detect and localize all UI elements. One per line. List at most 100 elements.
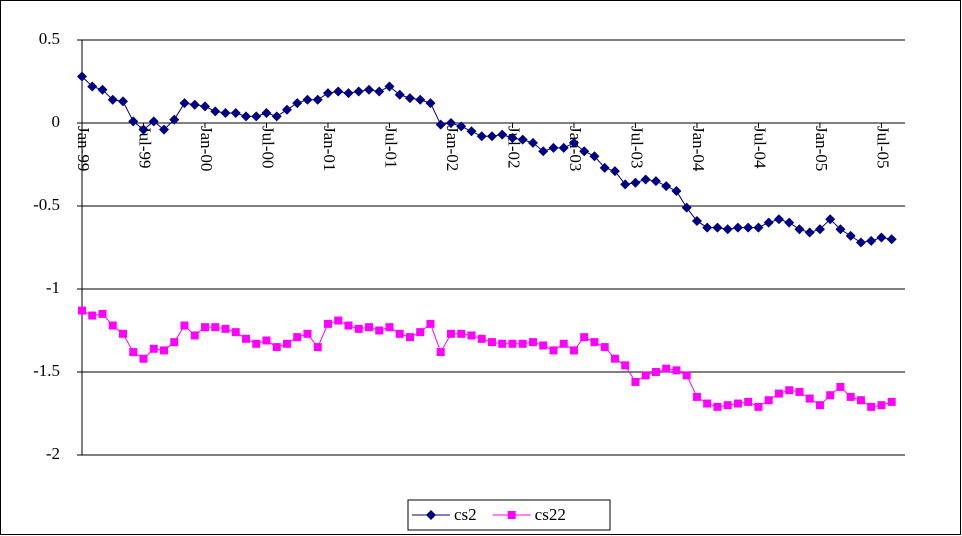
marker [804, 227, 815, 238]
marker [394, 89, 405, 100]
marker [785, 386, 794, 395]
marker [732, 222, 743, 233]
marker [88, 311, 97, 320]
marker [262, 336, 271, 345]
marker [343, 88, 354, 99]
x-tick-label: Jan-05 [812, 126, 831, 171]
x-tick-label: Jan-00 [197, 126, 216, 171]
marker [886, 234, 897, 245]
marker [456, 121, 467, 132]
marker [580, 333, 589, 342]
marker [589, 151, 600, 162]
marker [139, 354, 148, 363]
marker [507, 132, 518, 143]
marker [98, 309, 107, 318]
marker [559, 339, 568, 348]
marker [712, 222, 723, 233]
marker [477, 334, 486, 343]
marker [569, 346, 578, 355]
marker [856, 396, 865, 405]
marker [528, 338, 537, 347]
marker [621, 361, 630, 370]
marker [517, 134, 528, 145]
marker [826, 391, 835, 400]
marker [404, 93, 415, 104]
x-tick-label: Jul-04 [751, 126, 770, 169]
marker [230, 108, 241, 119]
x-tick-label: Jan-03 [566, 126, 585, 171]
marker [620, 179, 631, 190]
marker [467, 331, 476, 340]
x-tick-label: Jul-01 [382, 126, 401, 169]
x-tick-label: Jul-00 [259, 126, 278, 169]
marker [445, 118, 456, 128]
marker [159, 346, 168, 355]
marker [498, 339, 507, 348]
marker [117, 96, 128, 107]
marker [640, 174, 651, 185]
marker [814, 224, 825, 235]
marker [773, 214, 784, 225]
marker [435, 119, 446, 130]
marker [784, 217, 795, 228]
marker [107, 94, 118, 105]
marker [282, 339, 291, 348]
marker [138, 124, 149, 135]
x-tick-label: Jan-04 [689, 126, 708, 172]
marker [702, 222, 713, 233]
marker [149, 344, 158, 353]
marker [753, 222, 764, 233]
marker [866, 235, 877, 246]
marker [887, 397, 896, 406]
marker [846, 392, 855, 401]
marker [200, 323, 209, 332]
marker [416, 328, 425, 337]
marker [78, 306, 86, 315]
marker [436, 348, 445, 357]
marker [118, 329, 127, 338]
marker [251, 111, 262, 122]
marker [170, 338, 179, 347]
marker [805, 394, 814, 403]
marker [672, 366, 681, 375]
marker [221, 324, 230, 333]
legend-label: cs22 [535, 505, 566, 524]
marker [650, 176, 661, 187]
marker [497, 129, 508, 140]
marker [189, 99, 200, 110]
marker [210, 106, 221, 117]
marker [363, 84, 374, 95]
marker [190, 331, 199, 340]
marker [631, 377, 640, 386]
marker [590, 338, 599, 347]
marker [609, 166, 620, 177]
marker [867, 402, 876, 411]
marker [313, 343, 322, 352]
marker [364, 323, 373, 332]
marker [344, 321, 353, 330]
x-tick-label: Jan-02 [443, 126, 462, 171]
marker [518, 339, 527, 348]
x-tick-label: Jul-02 [505, 126, 524, 169]
marker [568, 137, 579, 148]
marker [876, 232, 887, 243]
marker [303, 329, 312, 338]
marker [661, 181, 672, 192]
marker [129, 348, 138, 357]
marker [476, 131, 487, 142]
marker [374, 86, 385, 97]
marker [87, 81, 98, 92]
marker [375, 326, 384, 335]
marker [446, 329, 455, 338]
marker [743, 222, 754, 233]
marker [322, 88, 333, 99]
y-tick-label: -1.5 [33, 361, 60, 380]
marker [651, 368, 660, 376]
marker [549, 346, 558, 355]
y-tick-label: 0 [52, 112, 61, 131]
marker [815, 401, 824, 410]
marker [179, 98, 190, 109]
marker [158, 124, 169, 135]
marker [538, 146, 549, 157]
marker [425, 98, 436, 109]
